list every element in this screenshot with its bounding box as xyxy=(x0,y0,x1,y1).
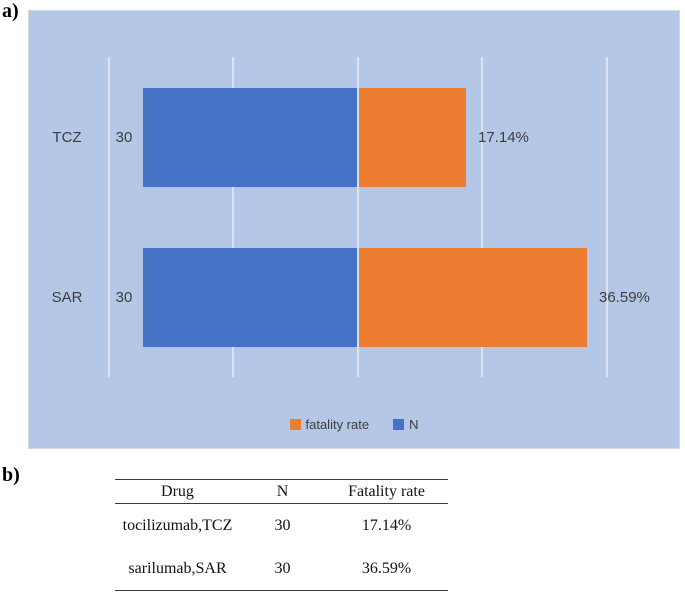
bar-row-sar: SAR 30 36.59% xyxy=(29,248,679,347)
fatality-rate-label: 17.14% xyxy=(478,129,529,146)
panel-a-label: a) xyxy=(2,0,19,22)
bar-segment-n xyxy=(143,88,357,187)
gridline xyxy=(357,57,359,377)
category-label-sar: SAR xyxy=(51,289,83,306)
category-label-tcz: TCZ xyxy=(52,129,82,146)
gridline xyxy=(606,57,608,377)
drug-fatality-table: Drug N Fatality rate tocilizumab,TCZ 30 … xyxy=(115,479,448,591)
legend-label: N xyxy=(409,416,419,432)
bar-segment-fatality xyxy=(359,248,587,347)
panel-b-label: b) xyxy=(2,464,20,486)
bar-stack xyxy=(143,248,587,347)
legend-item-n: N xyxy=(393,417,418,432)
header-drug: Drug xyxy=(115,479,240,504)
gridline xyxy=(481,57,483,377)
stacked-bar-chart: TCZ 30 17.14% SAR 30 36.59% fatality rat… xyxy=(28,10,680,449)
cell-drug: sarilumab,SAR xyxy=(115,547,240,591)
n-value-label: 30 xyxy=(115,289,133,306)
bar-segment-n xyxy=(143,248,357,347)
legend-item-fatality-rate: fatality rate xyxy=(289,416,370,432)
cell-fatality-rate: 36.59% xyxy=(325,547,448,591)
legend-swatch-orange-icon xyxy=(289,418,301,430)
header-fatality-rate: Fatality rate xyxy=(325,479,448,504)
header-n: N xyxy=(240,479,325,504)
cell-n: 30 xyxy=(240,547,325,591)
legend-label: fatality rate xyxy=(305,416,370,432)
table-row: sarilumab,SAR 30 36.59% xyxy=(115,547,448,591)
table-header-row: Drug N Fatality rate xyxy=(115,479,448,504)
cell-drug: tocilizumab,TCZ xyxy=(122,517,233,534)
cell-fatality-rate: 17.14% xyxy=(361,517,412,534)
fatality-rate-label: 36.59% xyxy=(599,289,650,306)
table-row: tocilizumab,TCZ 30 17.14% xyxy=(115,504,448,548)
gridline xyxy=(108,57,110,377)
legend-swatch-blue-icon xyxy=(393,418,405,430)
bar-stack xyxy=(143,88,466,187)
gridline xyxy=(232,57,234,377)
n-value-label: 30 xyxy=(115,129,133,146)
cell-n: 30 xyxy=(274,517,291,534)
bar-segment-fatality xyxy=(359,88,466,187)
chart-legend: fatality rate N xyxy=(29,411,679,437)
bar-row-tcz: TCZ 30 17.14% xyxy=(29,88,679,187)
